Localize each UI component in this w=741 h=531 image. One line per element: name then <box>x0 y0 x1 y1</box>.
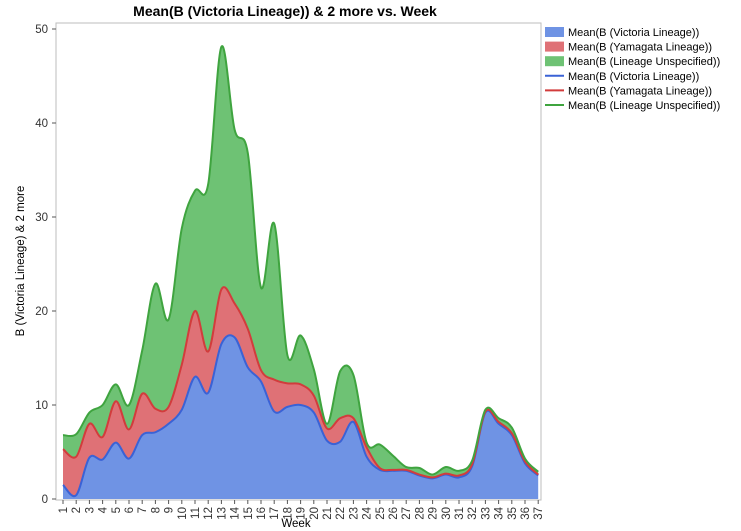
y-axis-label: B (Victoria Lineage) & 2 more <box>15 186 27 337</box>
x-tick-label: 26 <box>388 507 400 520</box>
legend-label: Mean(B (Yamagata Lineage)) <box>568 42 712 54</box>
legend-label: Mean(B (Victoria Lineage)) <box>568 27 699 39</box>
x-tick-label: 16 <box>256 507 268 520</box>
area-1 <box>63 335 539 499</box>
legend-swatch <box>545 41 564 52</box>
x-tick-label: 14 <box>230 506 242 519</box>
series-line-2 <box>62 286 539 479</box>
x-tick-label: 30 <box>441 507 453 520</box>
areas-group <box>63 46 539 499</box>
x-tick-label: 20 <box>309 507 321 520</box>
x-tick-label: 28 <box>414 507 426 520</box>
x-tick-label: 34 <box>494 506 506 519</box>
y-tick-label: 50 <box>35 24 48 36</box>
x-tick-label: 6 <box>124 507 136 513</box>
legend-label: Mean(B (Lineage Unspecified)) <box>568 56 720 68</box>
y-tick-label: 10 <box>35 400 48 412</box>
x-tick-label: 33 <box>480 507 492 520</box>
x-tick-label: 35 <box>507 507 519 520</box>
x-tick-label: 21 <box>322 507 334 520</box>
x-tick-label: 3 <box>84 507 96 513</box>
x-tick-label: 36 <box>520 507 532 520</box>
x-tick-label: 25 <box>375 507 387 520</box>
x-tick-label: 4 <box>98 506 110 513</box>
x-tick-label: 15 <box>243 507 255 520</box>
x-tick-label: 18 <box>282 507 294 520</box>
y-axis: 0 10 20 30 40 50 <box>35 24 56 506</box>
legend-label: Mean(B (Lineage Unspecified)) <box>568 100 720 112</box>
area-2 <box>63 287 539 497</box>
x-tick-label: 9 <box>164 507 176 513</box>
x-tick-label: 7 <box>137 507 149 513</box>
legend-swatch <box>545 27 564 37</box>
y-tick-label: 30 <box>35 212 48 224</box>
y-tick-label: 40 <box>35 118 48 130</box>
x-tick-label: 2 <box>71 507 83 513</box>
x-tick-label: 12 <box>203 507 215 520</box>
x-tick-label: 13 <box>216 507 228 520</box>
chart-title: Mean(B (Victoria Lineage)) & 2 more vs. … <box>133 3 437 19</box>
series-line-1 <box>62 334 539 498</box>
x-tick-label: 23 <box>348 507 360 520</box>
x-tick-label: 27 <box>401 507 413 520</box>
legend: Mean(B (Victoria Lineage)) Mean(B (Yamaga… <box>545 27 720 112</box>
x-tick-label: 1 <box>58 507 70 513</box>
legend-swatch <box>545 56 564 67</box>
x-tick-label: 8 <box>150 507 162 513</box>
x-tick-label: 11 <box>190 507 202 519</box>
x-tick-label: 10 <box>177 507 189 520</box>
x-tick-label: 37 <box>533 507 545 520</box>
x-tick-label: 5 <box>111 507 123 513</box>
x-axis-label: Week <box>281 518 310 530</box>
x-tick-label: 32 <box>467 507 479 520</box>
x-tick-label: 24 <box>362 506 374 519</box>
lines-group <box>62 45 539 498</box>
legend-label: Mean(B (Yamagata Lineage)) <box>568 85 712 97</box>
y-tick-label: 0 <box>42 494 48 506</box>
x-tick-label: 29 <box>428 507 440 520</box>
x-tick-label: 31 <box>454 507 466 520</box>
series-line-3 <box>62 45 539 476</box>
legend-label: Mean(B (Victoria Lineage)) <box>568 71 699 83</box>
x-axis: 1 2 3 4 5 6 7 8 9 10 11 12 13 14 15 16 17 18 19 20 21 22 23 24 2… <box>58 500 545 520</box>
x-tick-label: 19 <box>296 507 308 520</box>
x-tick-label: 22 <box>335 507 347 520</box>
x-tick-label: 17 <box>269 507 281 520</box>
y-tick-label: 20 <box>35 306 48 318</box>
